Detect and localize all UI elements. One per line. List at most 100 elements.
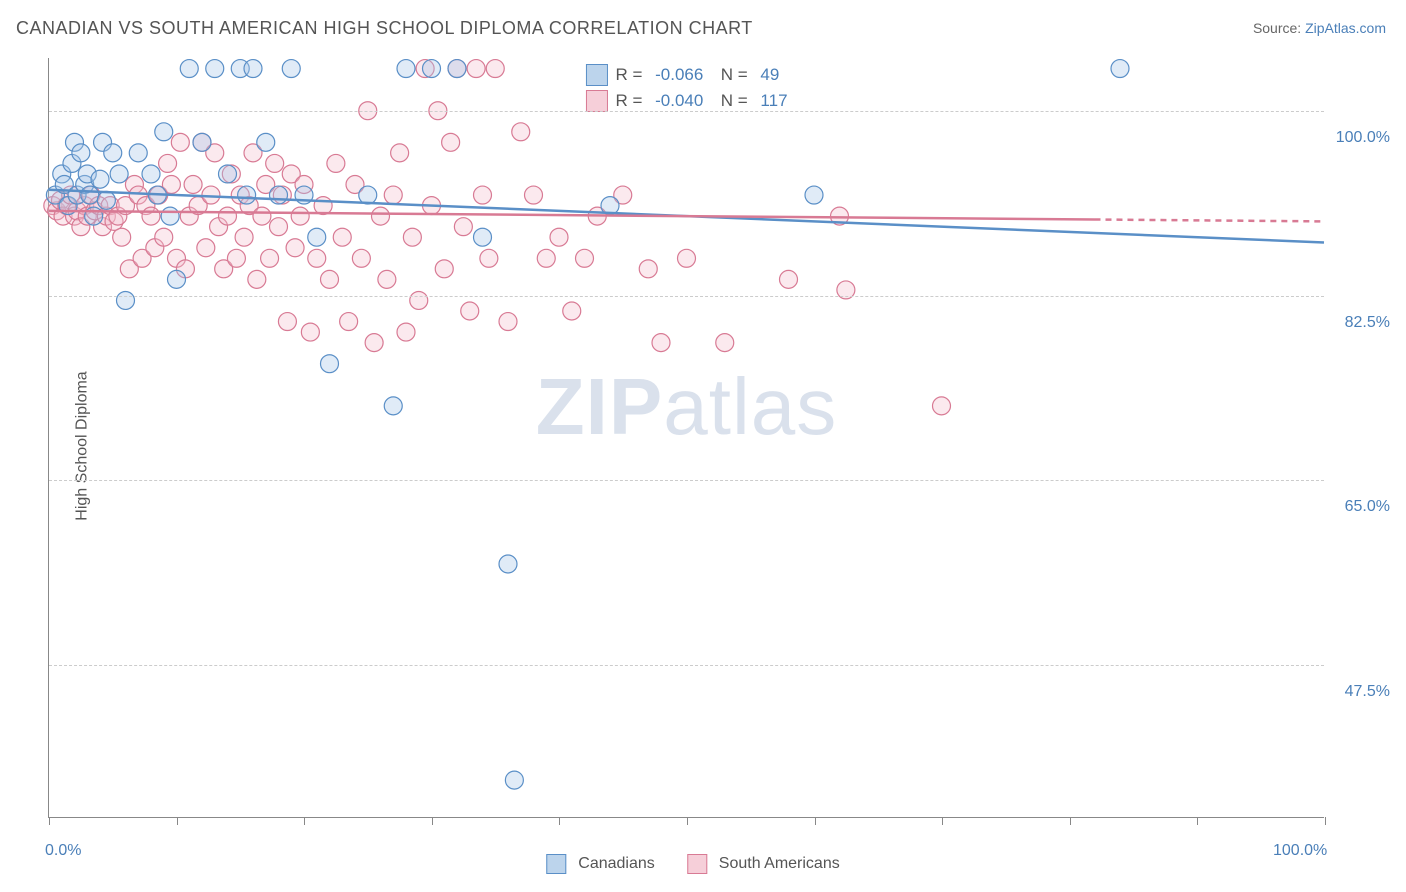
- scatter-point: [397, 60, 415, 78]
- source-label: Source:: [1253, 20, 1305, 36]
- scatter-point: [384, 397, 402, 415]
- scatter-point: [359, 186, 377, 204]
- legend-label: Canadians: [578, 855, 655, 873]
- scatter-point: [372, 207, 390, 225]
- scatter-point: [716, 334, 734, 352]
- legend-swatch: [546, 854, 566, 874]
- scatter-point: [270, 186, 288, 204]
- scatter-point: [384, 186, 402, 204]
- x-tick-mark: [687, 817, 688, 825]
- scatter-point: [238, 186, 256, 204]
- scatter-point: [512, 123, 530, 141]
- y-tick-label: 82.5%: [1345, 314, 1390, 332]
- scatter-point: [155, 123, 173, 141]
- scatter-point: [327, 154, 345, 172]
- legend-swatch: [585, 64, 607, 86]
- scatter-point: [352, 249, 370, 267]
- scatter-point: [266, 154, 284, 172]
- scatter-point: [72, 144, 90, 162]
- y-tick-label: 100.0%: [1336, 129, 1390, 147]
- legend-n-value: 117: [760, 91, 787, 111]
- scatter-point: [448, 60, 466, 78]
- scatter-point: [85, 207, 103, 225]
- scatter-point: [171, 133, 189, 151]
- gridline: [49, 296, 1324, 297]
- scatter-point: [805, 186, 823, 204]
- scatter-point: [308, 228, 326, 246]
- chart-title: CANADIAN VS SOUTH AMERICAN HIGH SCHOOL D…: [16, 18, 753, 39]
- scatter-point: [129, 144, 147, 162]
- scatter-point: [244, 60, 262, 78]
- scatter-point: [142, 207, 160, 225]
- x-tick-mark: [942, 817, 943, 825]
- scatter-point: [499, 555, 517, 573]
- scatter-point: [159, 154, 177, 172]
- scatter-point: [499, 313, 517, 331]
- scatter-point: [301, 323, 319, 341]
- scatter-point: [576, 249, 594, 267]
- scatter-point: [639, 260, 657, 278]
- stats-legend: R = -0.066 N = 49R = -0.040 N = 117: [577, 58, 795, 118]
- scatter-point: [180, 60, 198, 78]
- y-tick-label: 65.0%: [1345, 498, 1390, 516]
- scatter-point: [454, 218, 472, 236]
- scatter-point: [933, 397, 951, 415]
- scatter-point: [257, 133, 275, 151]
- scatter-point: [537, 249, 555, 267]
- x-tick-mark: [815, 817, 816, 825]
- scatter-point: [206, 60, 224, 78]
- x-tick-mark: [177, 817, 178, 825]
- legend-r-value: -0.040: [655, 91, 703, 111]
- scatter-point: [461, 302, 479, 320]
- scatter-point: [168, 270, 186, 288]
- scatter-point: [550, 228, 568, 246]
- scatter-point: [474, 228, 492, 246]
- legend-swatch: [585, 90, 607, 112]
- legend-swatch: [687, 854, 707, 874]
- scatter-point: [525, 186, 543, 204]
- scatter-point: [81, 186, 99, 204]
- scatter-point: [365, 334, 383, 352]
- scatter-point: [486, 60, 504, 78]
- scatter-point: [197, 239, 215, 257]
- scatter-point: [391, 144, 409, 162]
- scatter-point: [563, 302, 581, 320]
- scatter-point: [110, 165, 128, 183]
- x-tick-mark: [304, 817, 305, 825]
- legend-n-value: 49: [760, 65, 779, 85]
- scatter-point: [155, 228, 173, 246]
- scatter-point: [227, 249, 245, 267]
- x-tick-mark: [1197, 817, 1198, 825]
- x-tick-label: 100.0%: [1273, 842, 1327, 860]
- stats-legend-row: R = -0.066 N = 49: [585, 62, 787, 88]
- scatter-point: [282, 60, 300, 78]
- gridline: [49, 665, 1324, 666]
- scatter-point: [193, 133, 211, 151]
- trend-line-dashed: [1095, 219, 1325, 221]
- gridline: [49, 480, 1324, 481]
- scatter-point: [378, 270, 396, 288]
- scatter-point: [403, 228, 421, 246]
- y-tick-label: 47.5%: [1345, 683, 1390, 701]
- series-legend: CanadiansSouth Americans: [546, 854, 859, 874]
- legend-r-value: -0.066: [655, 65, 703, 85]
- x-tick-mark: [1325, 817, 1326, 825]
- scatter-point: [248, 270, 266, 288]
- scatter-point: [117, 291, 135, 309]
- chart-container: CANADIAN VS SOUTH AMERICAN HIGH SCHOOL D…: [0, 0, 1406, 892]
- source-link[interactable]: ZipAtlas.com: [1305, 20, 1386, 36]
- legend-r-label: R =: [615, 91, 647, 111]
- scatter-point: [219, 207, 237, 225]
- scatter-point: [652, 334, 670, 352]
- scatter-point: [142, 165, 160, 183]
- x-tick-mark: [432, 817, 433, 825]
- scatter-point: [278, 313, 296, 331]
- scatter-point: [505, 771, 523, 789]
- scatter-point: [340, 313, 358, 331]
- scatter-point: [219, 165, 237, 183]
- scatter-point: [442, 133, 460, 151]
- scatter-point: [410, 291, 428, 309]
- scatter-point: [270, 218, 288, 236]
- scatter-point: [1111, 60, 1129, 78]
- scatter-point: [321, 355, 339, 373]
